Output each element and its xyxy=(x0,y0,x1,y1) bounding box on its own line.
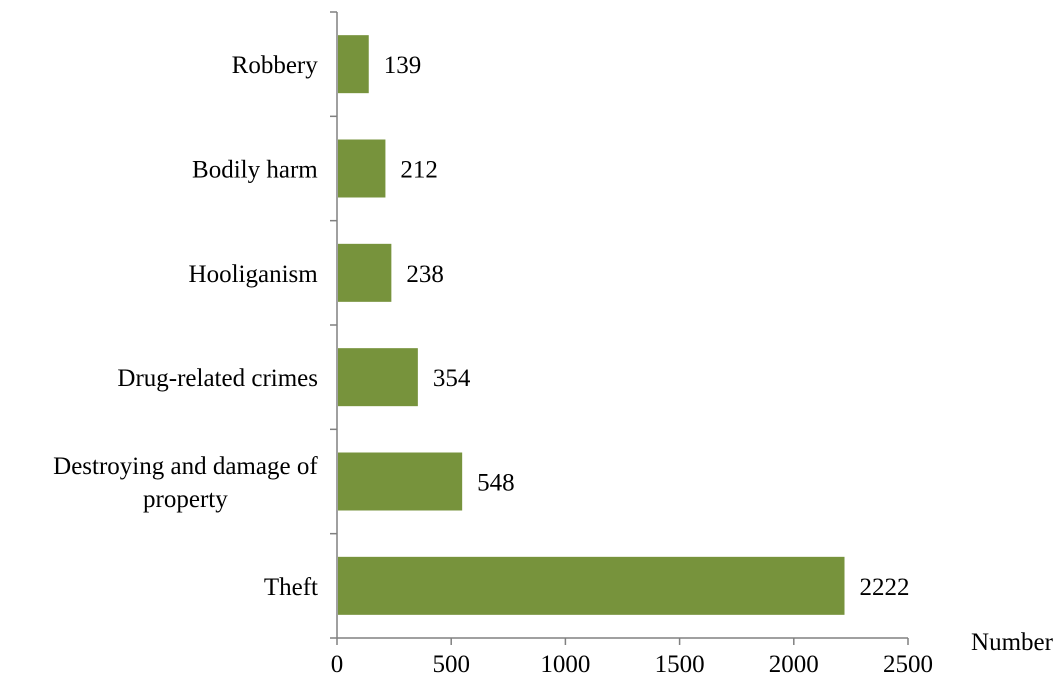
x-tick-label: 500 xyxy=(432,651,470,678)
category-label: Drug-related crimes xyxy=(117,365,318,392)
data-label: 212 xyxy=(400,157,438,184)
bar xyxy=(338,139,386,198)
bar xyxy=(338,35,369,94)
data-label: 354 xyxy=(433,365,471,392)
bar xyxy=(338,243,392,302)
category-labels-group: Theft Destroying and damage of property Dru… xyxy=(53,52,318,601)
category-label: Destroying and damage of property xyxy=(53,453,318,513)
x-tick-label: 1500 xyxy=(655,651,705,678)
bar xyxy=(338,452,463,511)
x-tick-label: 2500 xyxy=(883,651,933,678)
data-labels-group: 2222 548 354 238 212 139 xyxy=(384,52,910,601)
x-tick-label: 0 xyxy=(331,651,344,678)
data-label: 238 xyxy=(406,261,444,288)
bars-group xyxy=(338,35,845,615)
category-label: Theft xyxy=(264,574,318,601)
bar xyxy=(338,348,418,407)
data-label: 139 xyxy=(384,52,422,79)
category-label: Bodily harm xyxy=(192,157,318,184)
x-tick-label: 1000 xyxy=(540,651,590,678)
x-axis-ticks: 0 500 1000 1500 2000 2500 xyxy=(331,638,933,678)
data-label: 2222 xyxy=(860,574,910,601)
x-axis-title: Number xyxy=(971,629,1054,656)
data-label: 548 xyxy=(477,470,515,497)
category-label: Hooliganism xyxy=(189,261,319,288)
category-label: Robbery xyxy=(232,52,319,79)
y-axis-ticks xyxy=(330,11,337,639)
bar xyxy=(338,556,845,615)
x-tick-label: 2000 xyxy=(769,651,819,678)
